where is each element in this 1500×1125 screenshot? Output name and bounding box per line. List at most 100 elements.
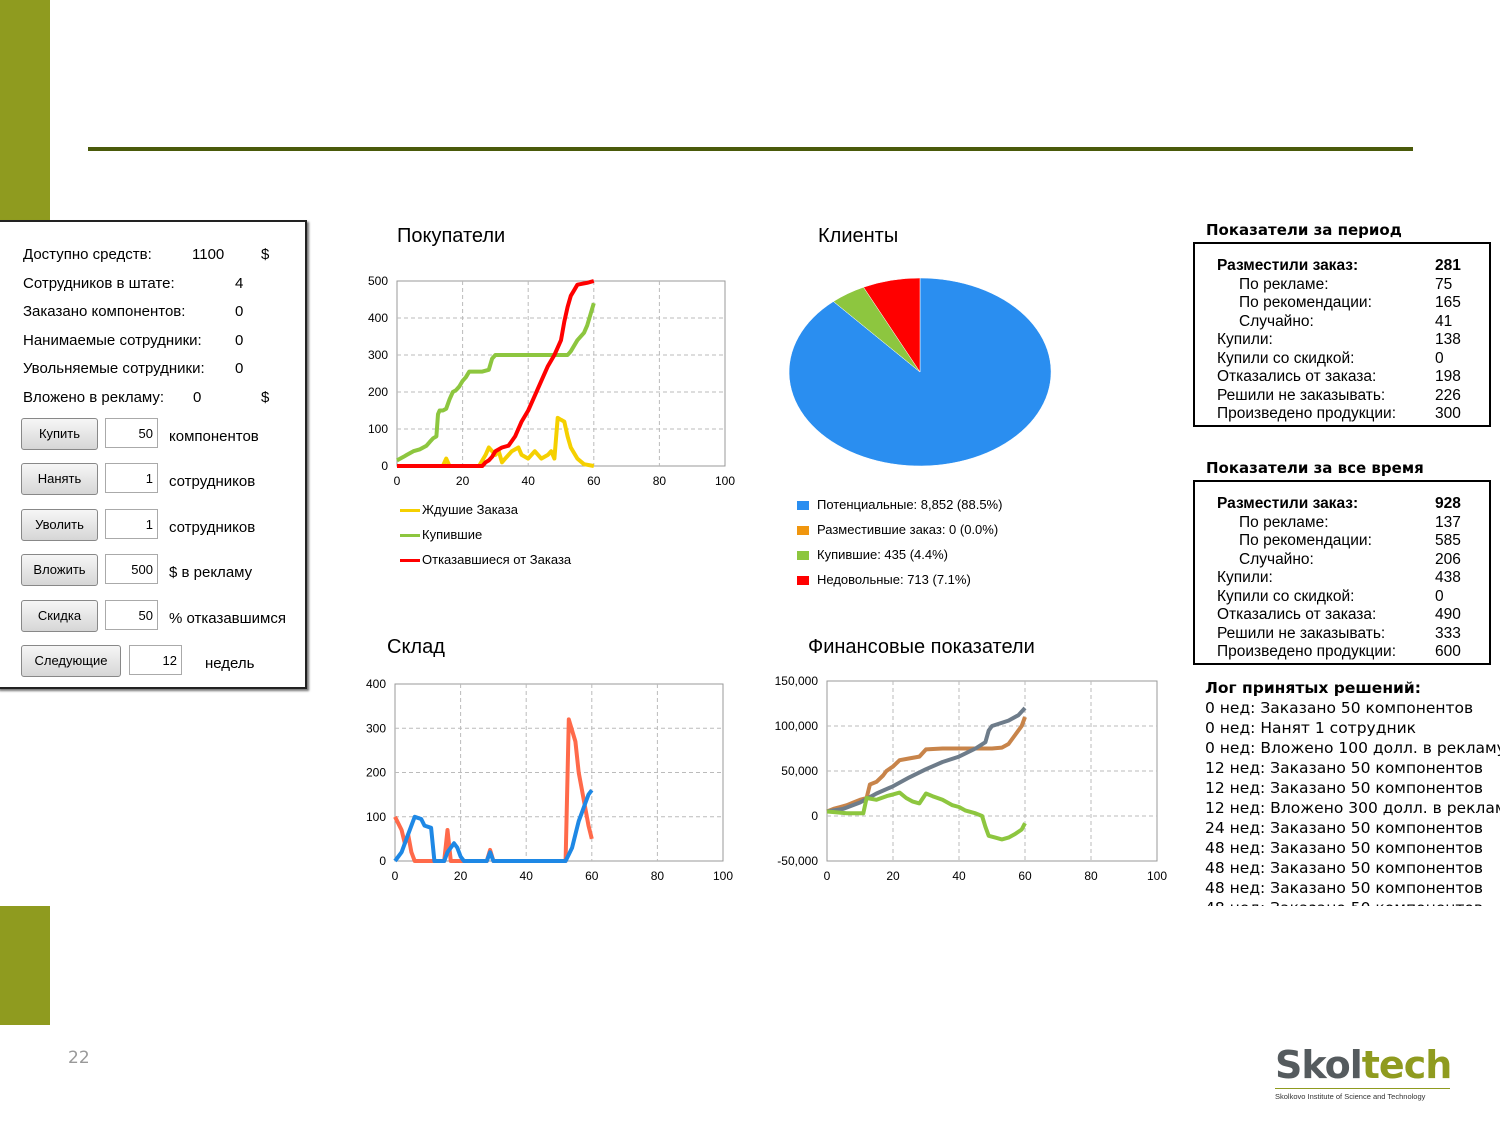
stats-label: По рекомендации:	[1239, 532, 1372, 549]
stats-row: Отказались от заказа: 198	[1217, 368, 1479, 386]
stats-value: 206	[1435, 550, 1461, 568]
stats-value: 281	[1435, 257, 1461, 274]
fire-button[interactable]: Уволить	[21, 509, 98, 541]
stats-period-title: Показатели за период	[1206, 221, 1402, 239]
pie-legend-label: Купившие: 435 (4.4%)	[817, 547, 949, 562]
y-tick-label: 150,000	[775, 674, 819, 688]
stats-label: Случайно:	[1239, 312, 1314, 330]
stats-label: Разместили заказ:	[1217, 495, 1359, 512]
x-tick-label: 100	[715, 474, 735, 488]
fire-quantity-input[interactable]: 1	[105, 509, 158, 539]
stats-row: Разместили заказ: 281	[1217, 257, 1479, 275]
stats-row: Случайно: 206	[1217, 551, 1479, 569]
stat-value: 0	[235, 360, 244, 377]
stats-value: 165	[1435, 294, 1461, 311]
stat-row: Заказано компонентов: 0	[23, 302, 243, 322]
x-tick-label: 80	[651, 869, 665, 883]
next-weeks-button[interactable]: Следующие	[21, 645, 121, 677]
pie-legend-label: Недовольные: 713 (7.1%)	[817, 572, 971, 587]
stats-row: Разместили заказ: 928	[1217, 495, 1479, 513]
stats-row: Купили: 438	[1217, 569, 1479, 587]
x-tick-label: 60	[587, 474, 601, 488]
log-entry: 0 нед: Нанят 1 сотрудник	[1205, 719, 1417, 737]
hire-quantity-input[interactable]: 1	[105, 463, 158, 493]
legend-item-refused: Отказавшиеся от Заказа	[400, 552, 571, 568]
pie-legend-label: Разместившие заказ: 0 (0.0%)	[817, 522, 999, 537]
stat-label: Сотрудников в штате:	[23, 275, 175, 292]
stats-label: По рекламе:	[1239, 513, 1329, 531]
decision-log-title: Лог принятых решений:	[1205, 679, 1421, 697]
legend-item-bought: Купившие	[400, 527, 482, 543]
log-entry: 24 нед: Заказано 50 компонентов	[1205, 819, 1484, 837]
buy-button[interactable]: Купить	[21, 418, 98, 450]
x-tick-label: 20	[454, 869, 468, 883]
x-tick-label: 0	[824, 869, 831, 883]
y-tick-label: 400	[366, 677, 386, 691]
stats-row: По рекомендации: 585	[1217, 532, 1479, 550]
stats-value: 600	[1435, 643, 1461, 660]
pie-legend-label: Потенциальные: 8,852 (88.5%)	[817, 497, 1003, 512]
y-tick-label: 300	[366, 721, 386, 735]
y-tick-label: 200	[368, 385, 388, 399]
stats-label: Купили:	[1217, 331, 1273, 348]
x-tick-label: 20	[886, 869, 900, 883]
stat-label: Нанимаемые сотрудники:	[23, 332, 202, 349]
stats-value: 490	[1435, 606, 1461, 623]
x-tick-label: 60	[1018, 869, 1032, 883]
stats-label: Отказались от заказа:	[1217, 368, 1377, 385]
plot-area	[396, 280, 726, 467]
chart-buyers: 0 20 40 60 80 100 0 100 200 300 400 500	[368, 274, 735, 488]
x-tick-label: 20	[456, 474, 470, 488]
stats-value: 333	[1435, 624, 1461, 642]
hire-button[interactable]: Нанять	[21, 463, 98, 495]
stats-label: Отказались от заказа:	[1217, 606, 1377, 623]
stats-total-title: Показатели за все время	[1206, 459, 1424, 477]
y-tick-label: 300	[368, 348, 388, 362]
stats-label: Произведено продукции:	[1217, 643, 1397, 660]
title-rule	[88, 147, 1413, 151]
discount-button[interactable]: Скидка	[21, 600, 98, 632]
pie-slice-3	[863, 277, 921, 373]
legend-label: Купившие	[422, 527, 483, 542]
next-weeks-input[interactable]: 12	[129, 645, 182, 675]
y-tick-label: 500	[368, 274, 388, 288]
stats-label: Разместили заказ:	[1217, 257, 1359, 274]
stat-row: Нанимаемые сотрудники: 0	[23, 331, 243, 351]
stats-period-box: Разместили заказ: 281 По рекламе: 75 По реко…	[1193, 242, 1491, 427]
stat-unit: $	[261, 389, 270, 406]
stat-unit: $	[261, 246, 270, 263]
stats-label: Решили не заказывать:	[1217, 386, 1386, 404]
stats-label: Решили не заказывать:	[1217, 624, 1386, 642]
stats-value: 585	[1435, 532, 1461, 549]
chart-title-warehouse: Склад	[387, 636, 445, 658]
stats-value: 0	[1435, 587, 1444, 605]
stats-label: По рекомендации:	[1239, 294, 1372, 311]
discount-unit-label: % отказавшимся	[169, 610, 286, 627]
pie-legend-item-unhappy: Недовольные: 713 (7.1%)	[797, 572, 971, 588]
series-line-0	[826, 716, 1027, 814]
buy-quantity-input[interactable]: 50	[105, 418, 158, 448]
x-tick-label: 40	[952, 869, 966, 883]
page-number: 22	[68, 1048, 90, 1068]
decision-log: Лог принятых решений: 0 нед: Заказано 50…	[1205, 678, 1500, 906]
stat-value: 1100	[192, 246, 225, 263]
pie-legend-item-potential: Потенциальные: 8,852 (88.5%)	[797, 497, 1002, 513]
slide-accent-bar-bottom	[0, 906, 50, 1025]
stats-value: 138	[1435, 331, 1461, 348]
y-tick-label: 0	[381, 459, 388, 473]
stats-value: 300	[1435, 405, 1461, 422]
x-tick-label: 40	[522, 474, 536, 488]
invest-button[interactable]: Вложить	[21, 554, 98, 586]
chart-title-buyers: Покупатели	[397, 225, 506, 247]
x-tick-label: 100	[713, 869, 733, 883]
stats-row: По рекламе: 75	[1217, 276, 1479, 294]
y-tick-label: 100,000	[775, 719, 819, 733]
discount-percent-input[interactable]: 50	[105, 600, 158, 630]
y-tick-label: -50,000	[777, 854, 818, 868]
log-entry: 12 нед: Вложено 300 долл. в рекламу	[1205, 799, 1500, 817]
log-entry: 0 нед: Заказано 50 компонентов	[1205, 699, 1474, 717]
y-tick-label: 0	[379, 854, 386, 868]
stats-label: Случайно:	[1239, 550, 1314, 568]
invest-amount-input[interactable]: 500	[105, 554, 158, 584]
y-tick-label: 100	[368, 422, 388, 436]
